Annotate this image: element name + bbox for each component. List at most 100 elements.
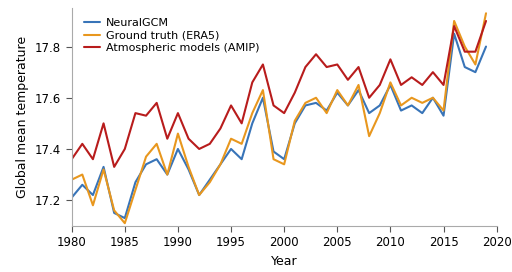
Ground truth (ERA5) <box>345 104 351 107</box>
Atmospheric models (AMIP) <box>111 165 117 169</box>
Ground truth (ERA5) <box>218 163 224 166</box>
Atmospheric models (AMIP) <box>69 157 75 161</box>
Ground truth (ERA5) <box>377 112 383 115</box>
Atmospheric models (AMIP) <box>419 83 425 86</box>
Ground truth (ERA5) <box>334 88 340 92</box>
Ground truth (ERA5) <box>100 168 106 171</box>
NeuralGCM <box>260 96 266 99</box>
NeuralGCM <box>100 165 106 169</box>
Ground truth (ERA5) <box>69 178 75 181</box>
NeuralGCM <box>345 104 351 107</box>
Atmospheric models (AMIP) <box>260 63 266 66</box>
NeuralGCM <box>164 173 170 176</box>
NeuralGCM <box>111 211 117 215</box>
Atmospheric models (AMIP) <box>302 65 308 69</box>
Ground truth (ERA5) <box>462 45 468 48</box>
Atmospheric models (AMIP) <box>90 157 96 161</box>
Ground truth (ERA5) <box>175 132 181 135</box>
Atmospheric models (AMIP) <box>122 147 128 151</box>
Ground truth (ERA5) <box>185 165 191 169</box>
Ground truth (ERA5) <box>430 96 436 99</box>
Ground truth (ERA5) <box>249 112 255 115</box>
Ground truth (ERA5) <box>154 142 160 146</box>
NeuralGCM <box>143 163 149 166</box>
NeuralGCM <box>154 157 160 161</box>
Ground truth (ERA5) <box>164 173 170 176</box>
Ground truth (ERA5) <box>483 12 489 15</box>
NeuralGCM <box>324 109 330 112</box>
Ground truth (ERA5) <box>313 96 319 99</box>
NeuralGCM <box>292 122 298 125</box>
NeuralGCM <box>249 122 255 125</box>
NeuralGCM <box>398 109 404 112</box>
Atmospheric models (AMIP) <box>100 122 106 125</box>
Atmospheric models (AMIP) <box>281 112 287 115</box>
Line: NeuralGCM: NeuralGCM <box>72 34 486 218</box>
Atmospheric models (AMIP) <box>218 127 224 130</box>
Atmospheric models (AMIP) <box>133 112 139 115</box>
Atmospheric models (AMIP) <box>207 142 213 146</box>
Atmospheric models (AMIP) <box>377 83 383 86</box>
Atmospheric models (AMIP) <box>462 50 468 53</box>
NeuralGCM <box>69 196 75 199</box>
NeuralGCM <box>313 101 319 104</box>
Atmospheric models (AMIP) <box>440 83 446 86</box>
Ground truth (ERA5) <box>281 163 287 166</box>
X-axis label: Year: Year <box>271 255 297 268</box>
Line: Atmospheric models (AMIP): Atmospheric models (AMIP) <box>72 21 486 167</box>
Ground truth (ERA5) <box>260 88 266 92</box>
NeuralGCM <box>388 83 394 86</box>
Atmospheric models (AMIP) <box>472 50 478 53</box>
Ground truth (ERA5) <box>79 173 86 176</box>
NeuralGCM <box>185 168 191 171</box>
NeuralGCM <box>377 104 383 107</box>
Atmospheric models (AMIP) <box>154 101 160 104</box>
NeuralGCM <box>90 193 96 197</box>
Line: Ground truth (ERA5): Ground truth (ERA5) <box>72 13 486 223</box>
Atmospheric models (AMIP) <box>228 104 234 107</box>
Ground truth (ERA5) <box>239 142 245 146</box>
Y-axis label: Global mean temperature: Global mean temperature <box>16 36 30 198</box>
Ground truth (ERA5) <box>90 204 96 207</box>
NeuralGCM <box>270 150 276 153</box>
Ground truth (ERA5) <box>388 81 394 84</box>
NeuralGCM <box>366 112 372 115</box>
NeuralGCM <box>133 181 139 184</box>
NeuralGCM <box>196 193 202 197</box>
Atmospheric models (AMIP) <box>334 63 340 66</box>
NeuralGCM <box>239 157 245 161</box>
Ground truth (ERA5) <box>133 188 139 191</box>
NeuralGCM <box>483 45 489 48</box>
NeuralGCM <box>334 91 340 94</box>
Atmospheric models (AMIP) <box>355 65 361 69</box>
Ground truth (ERA5) <box>324 112 330 115</box>
Atmospheric models (AMIP) <box>398 83 404 86</box>
Ground truth (ERA5) <box>419 101 425 104</box>
Atmospheric models (AMIP) <box>388 58 394 61</box>
Ground truth (ERA5) <box>196 193 202 197</box>
Ground truth (ERA5) <box>111 209 117 212</box>
Atmospheric models (AMIP) <box>345 78 351 82</box>
NeuralGCM <box>355 88 361 92</box>
Ground truth (ERA5) <box>292 119 298 122</box>
NeuralGCM <box>175 147 181 151</box>
Atmospheric models (AMIP) <box>292 91 298 94</box>
Atmospheric models (AMIP) <box>324 65 330 69</box>
NeuralGCM <box>218 163 224 166</box>
NeuralGCM <box>207 178 213 181</box>
Atmospheric models (AMIP) <box>430 70 436 74</box>
Atmospheric models (AMIP) <box>196 147 202 151</box>
NeuralGCM <box>122 217 128 220</box>
NeuralGCM <box>79 183 86 186</box>
Ground truth (ERA5) <box>143 155 149 158</box>
Atmospheric models (AMIP) <box>175 112 181 115</box>
Atmospheric models (AMIP) <box>451 24 457 28</box>
Atmospheric models (AMIP) <box>270 104 276 107</box>
Ground truth (ERA5) <box>207 181 213 184</box>
NeuralGCM <box>472 70 478 74</box>
Ground truth (ERA5) <box>355 83 361 86</box>
Ground truth (ERA5) <box>472 63 478 66</box>
NeuralGCM <box>430 96 436 99</box>
NeuralGCM <box>462 65 468 69</box>
Atmospheric models (AMIP) <box>143 114 149 117</box>
